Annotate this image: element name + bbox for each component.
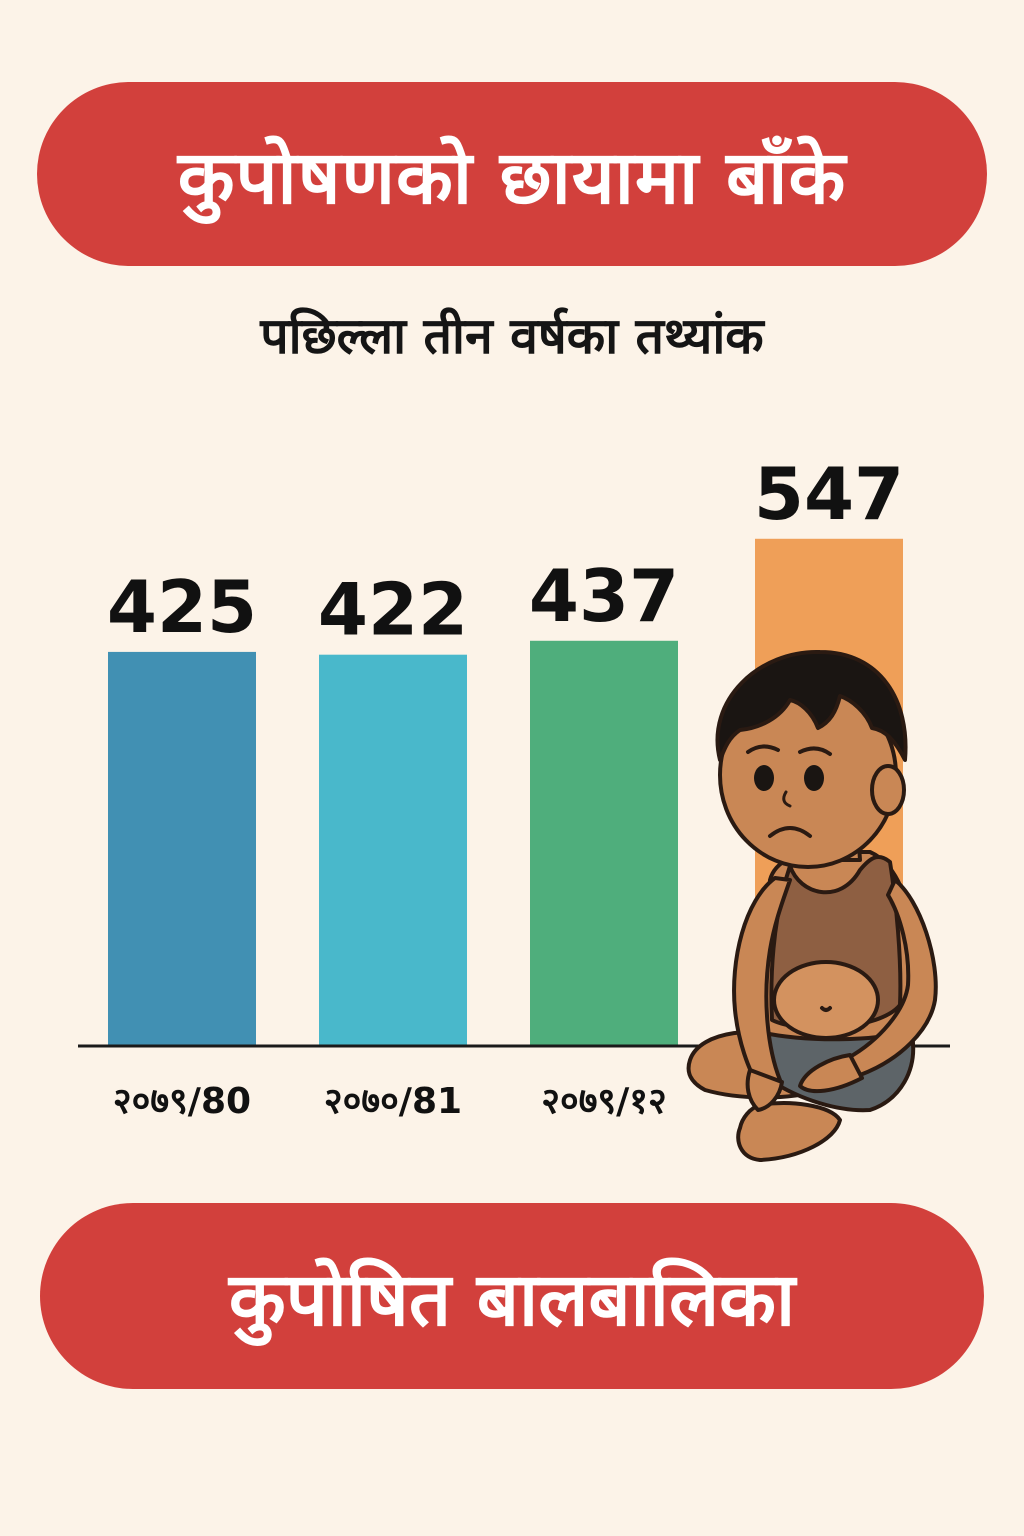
category-label-2: २०७०/81	[324, 1081, 462, 1122]
page-title: कुपोषणको छायामा बाँके	[177, 134, 847, 221]
category-label-3: २०७९/१२	[541, 1081, 666, 1122]
value-label-4: 547	[754, 452, 904, 536]
footer-label: कुपोषित बालबालिका	[228, 1256, 796, 1343]
category-label-1: २०७९/80	[113, 1081, 251, 1122]
value-label-3: 437	[529, 554, 679, 638]
malnourished-child-sitting-icon	[686, 649, 938, 1162]
value-label-1: 425	[107, 565, 257, 649]
page-subtitle: पछिल्ला तीन वर्षका तथ्यांक	[260, 307, 764, 365]
footer-banner: कुपोषित बालबालिका	[40, 1203, 984, 1389]
bar-1	[108, 651, 256, 1046]
title-banner: कुपोषणको छायामा बाँके	[37, 82, 987, 266]
value-label-2: 422	[318, 568, 468, 652]
bar-2	[319, 654, 467, 1046]
bar-3	[530, 640, 678, 1046]
